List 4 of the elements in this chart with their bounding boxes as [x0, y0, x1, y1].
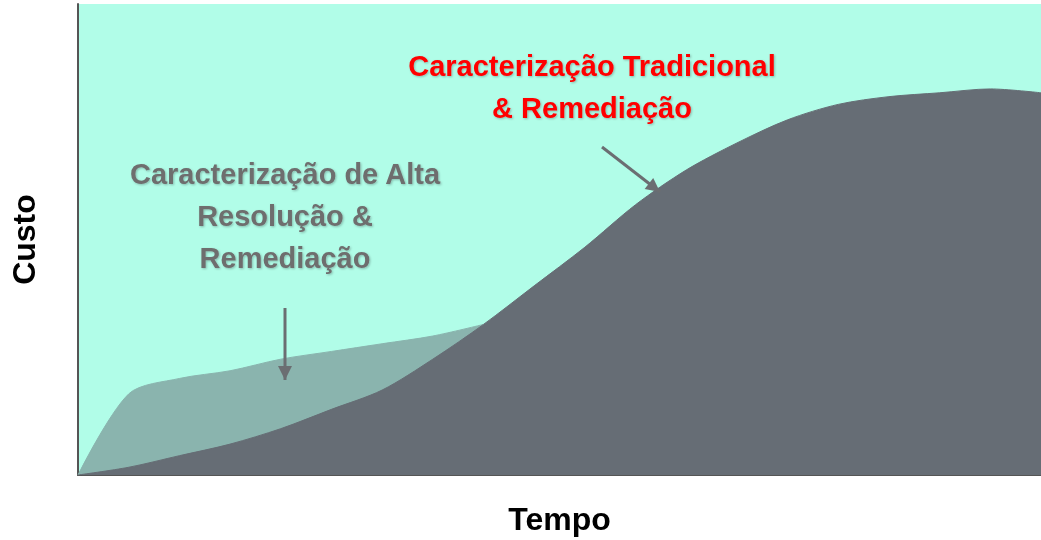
annotation: Caracterização de Alta Resolução & Remediação — [129, 158, 441, 274]
y-axis-title: Custo — [6, 194, 42, 285]
annotation: Caracterização Tradicional & Remediação — [408, 50, 776, 124]
x-axis-title: Tempo — [508, 501, 611, 537]
